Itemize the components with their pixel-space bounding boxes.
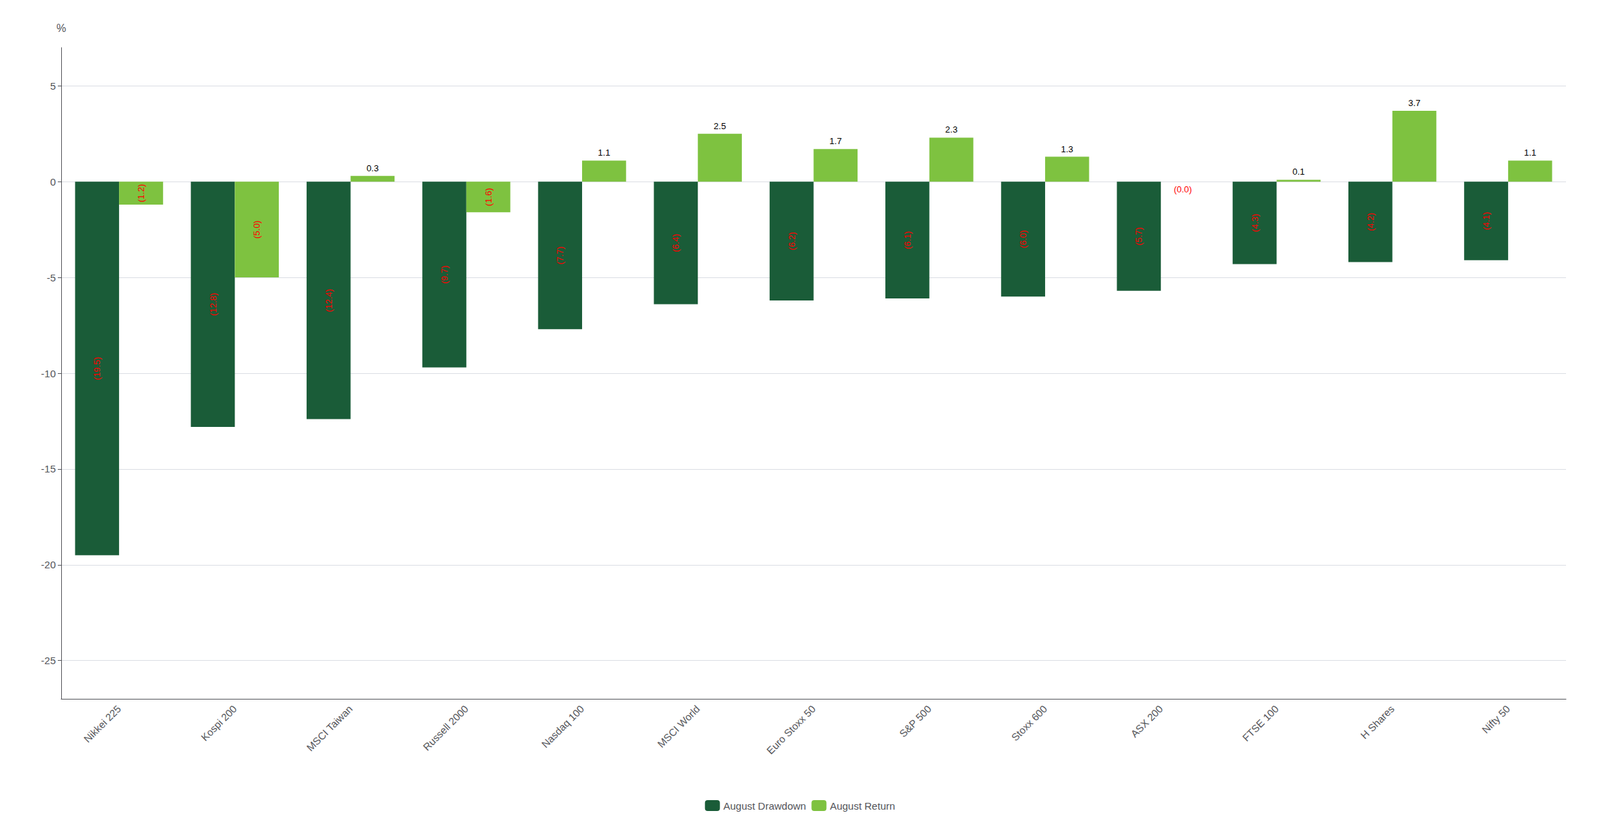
svg-text:0.1: 0.1 — [1292, 166, 1305, 177]
svg-text:S&P 500: S&P 500 — [896, 703, 934, 740]
svg-text:2.3: 2.3 — [945, 124, 958, 135]
svg-text:(6.4): (6.4) — [670, 233, 681, 253]
svg-text:August Return: August Return — [829, 800, 895, 812]
svg-text:MSCI World: MSCI World — [654, 703, 702, 751]
svg-text:0.3: 0.3 — [366, 163, 379, 174]
svg-text:MSCI Taiwan: MSCI Taiwan — [303, 703, 355, 754]
svg-text:(4.2): (4.2) — [1365, 212, 1376, 232]
svg-text:Nasdaq 100: Nasdaq 100 — [539, 703, 587, 751]
svg-text:August Drawdown: August Drawdown — [723, 800, 807, 812]
svg-text:(7.7): (7.7) — [554, 246, 566, 265]
svg-text:1.1: 1.1 — [597, 147, 610, 158]
svg-text:1.1: 1.1 — [1523, 147, 1537, 158]
svg-text:(6.0): (6.0) — [1017, 229, 1029, 249]
svg-text:Nifty 50: Nifty 50 — [1479, 703, 1513, 736]
svg-text:Nikkei 225: Nikkei 225 — [81, 703, 124, 745]
svg-text:Euro Stoxx 50: Euro Stoxx 50 — [764, 703, 819, 757]
svg-text:-20: -20 — [40, 558, 56, 571]
svg-text:Russell 2000: Russell 2000 — [420, 703, 471, 753]
svg-text:ASX 200: ASX 200 — [1128, 703, 1165, 740]
svg-text:(1.2): (1.2) — [135, 184, 147, 203]
svg-text:-15: -15 — [40, 463, 56, 475]
svg-text:1.7: 1.7 — [829, 135, 842, 147]
svg-text:(19.5): (19.5) — [91, 356, 102, 381]
svg-text:(5.7): (5.7) — [1133, 227, 1144, 246]
svg-text:2.5: 2.5 — [713, 121, 727, 132]
svg-text:-25: -25 — [40, 654, 56, 667]
svg-text:(12.4): (12.4) — [323, 288, 334, 313]
svg-text:3.7: 3.7 — [1408, 97, 1421, 109]
svg-text:5: 5 — [50, 80, 56, 92]
svg-text:Stoxx 600: Stoxx 600 — [1009, 703, 1050, 744]
svg-text:(5.0): (5.0) — [251, 220, 262, 239]
svg-text:%: % — [56, 22, 66, 34]
svg-text:(1.6): (1.6) — [483, 187, 494, 207]
svg-text:FTSE 100: FTSE 100 — [1240, 703, 1282, 744]
svg-text:0: 0 — [50, 176, 56, 188]
svg-text:1.3: 1.3 — [1060, 144, 1074, 155]
svg-text:-5: -5 — [46, 271, 56, 284]
svg-text:(6.2): (6.2) — [786, 231, 797, 251]
svg-text:H Shares: H Shares — [1357, 703, 1397, 742]
svg-text:(6.1): (6.1) — [902, 231, 913, 250]
svg-text:(12.8): (12.8) — [208, 293, 219, 317]
svg-text:-10: -10 — [40, 367, 56, 380]
svg-text:(4.1): (4.1) — [1481, 212, 1492, 231]
svg-text:(4.3): (4.3) — [1249, 213, 1261, 232]
svg-text:(9.7): (9.7) — [439, 265, 450, 285]
svg-text:(0.0): (0.0) — [1173, 184, 1193, 195]
svg-text:Kospi 200: Kospi 200 — [198, 703, 239, 744]
